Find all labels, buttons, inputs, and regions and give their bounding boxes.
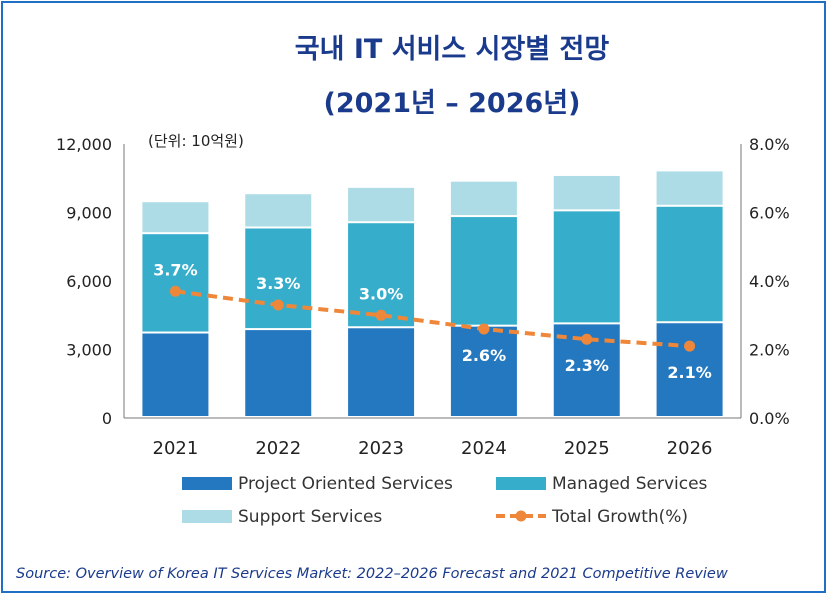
legend-label: Total Growth(%): [551, 507, 688, 527]
unit-label: (단위: 10억원): [148, 132, 244, 150]
x-tick-label: 2026: [667, 438, 713, 459]
bar-2024-s2: [450, 181, 517, 216]
bar-2025-s2: [553, 175, 620, 210]
x-ticks: 2021 2022 2023 2024 2025 2026: [153, 438, 713, 459]
y-tick-label: 3,000: [66, 341, 112, 360]
y-tick-label: 9,000: [66, 204, 112, 223]
chart-subtitle: (2021년 – 2026년): [324, 88, 581, 119]
bars-group: [142, 171, 723, 416]
legend-label: Managed Services: [552, 474, 708, 494]
legend-swatch-marker: [515, 510, 527, 522]
bar-2021-s1: [142, 234, 209, 332]
y-ticks-left: 0 3,000 6,000 9,000 12,000: [56, 135, 112, 428]
y2-tick-label: 4.0%: [749, 272, 790, 291]
x-tick-label: 2023: [358, 438, 404, 459]
legend: Project Oriented Services Managed Service…: [182, 474, 708, 527]
legend-item-3: Total Growth(%): [496, 507, 688, 527]
bar-2022-s0: [245, 330, 312, 416]
growth-point-2021: [169, 285, 181, 297]
growth-point-2022: [272, 299, 284, 311]
growth-line: [175, 289, 690, 349]
bar-2024-s0: [450, 326, 517, 416]
bar-2026-s1: [656, 206, 723, 322]
growth-point-2026: [684, 340, 696, 352]
bar-2022-s1: [245, 228, 312, 329]
x-tick-label: 2024: [461, 438, 507, 459]
y-ticks-right: 0.0% 2.0% 4.0% 6.0% 8.0%: [749, 135, 790, 428]
legend-item-2: Support Services: [182, 507, 382, 527]
growth-label-2024: 2.6%: [462, 346, 506, 365]
growth-label-2026: 2.1%: [667, 363, 711, 382]
y-tick-label: 6,000: [66, 272, 112, 291]
growth-line-group: 3.7% 3.3% 3.0% 2.6% 2.3% 2.1%: [153, 260, 712, 382]
bar-2026-s0: [656, 323, 723, 416]
bar-2025-s1: [553, 211, 620, 323]
bar-2021-s2: [142, 202, 209, 233]
y2-tick-label: 2.0%: [749, 341, 790, 360]
legend-swatch: [182, 477, 232, 490]
growth-point-2023: [375, 309, 387, 321]
legend-item-0: Project Oriented Services: [182, 474, 453, 494]
growth-label-2021: 3.7%: [153, 260, 197, 279]
bar-2023-s2: [348, 187, 415, 222]
legend-swatch: [496, 477, 546, 490]
x-tick-label: 2025: [564, 438, 610, 459]
chart-title: 국내 IT 서비스 시장별 전망: [295, 34, 610, 65]
bar-2024-s1: [450, 217, 517, 325]
bar-2026-s2: [656, 171, 723, 205]
y2-tick-label: 6.0%: [749, 204, 790, 223]
bar-2022-s2: [245, 194, 312, 227]
x-tick-label: 2021: [153, 438, 199, 459]
growth-point-2024: [478, 323, 490, 335]
y2-tick-label: 0.0%: [749, 409, 790, 428]
bar-2023-s1: [348, 223, 415, 327]
legend-label: Support Services: [238, 507, 382, 527]
legend-label: Project Oriented Services: [238, 474, 453, 494]
growth-label-2023: 3.0%: [359, 284, 403, 303]
legend-item-1: Managed Services: [496, 474, 708, 494]
source-note: Source: Overview of Korea IT Services Ma…: [16, 566, 728, 582]
bar-2021-s0: [142, 333, 209, 416]
growth-label-2022: 3.3%: [256, 274, 300, 293]
growth-label-2025: 2.3%: [565, 356, 609, 375]
y-tick-label: 12,000: [56, 135, 112, 154]
legend-swatch: [182, 510, 232, 523]
x-tick-label: 2022: [255, 438, 301, 459]
bar-2023-s0: [348, 328, 415, 416]
y-tick-label: 0: [102, 409, 112, 428]
y2-tick-label: 8.0%: [749, 135, 790, 154]
growth-point-2025: [581, 333, 593, 345]
